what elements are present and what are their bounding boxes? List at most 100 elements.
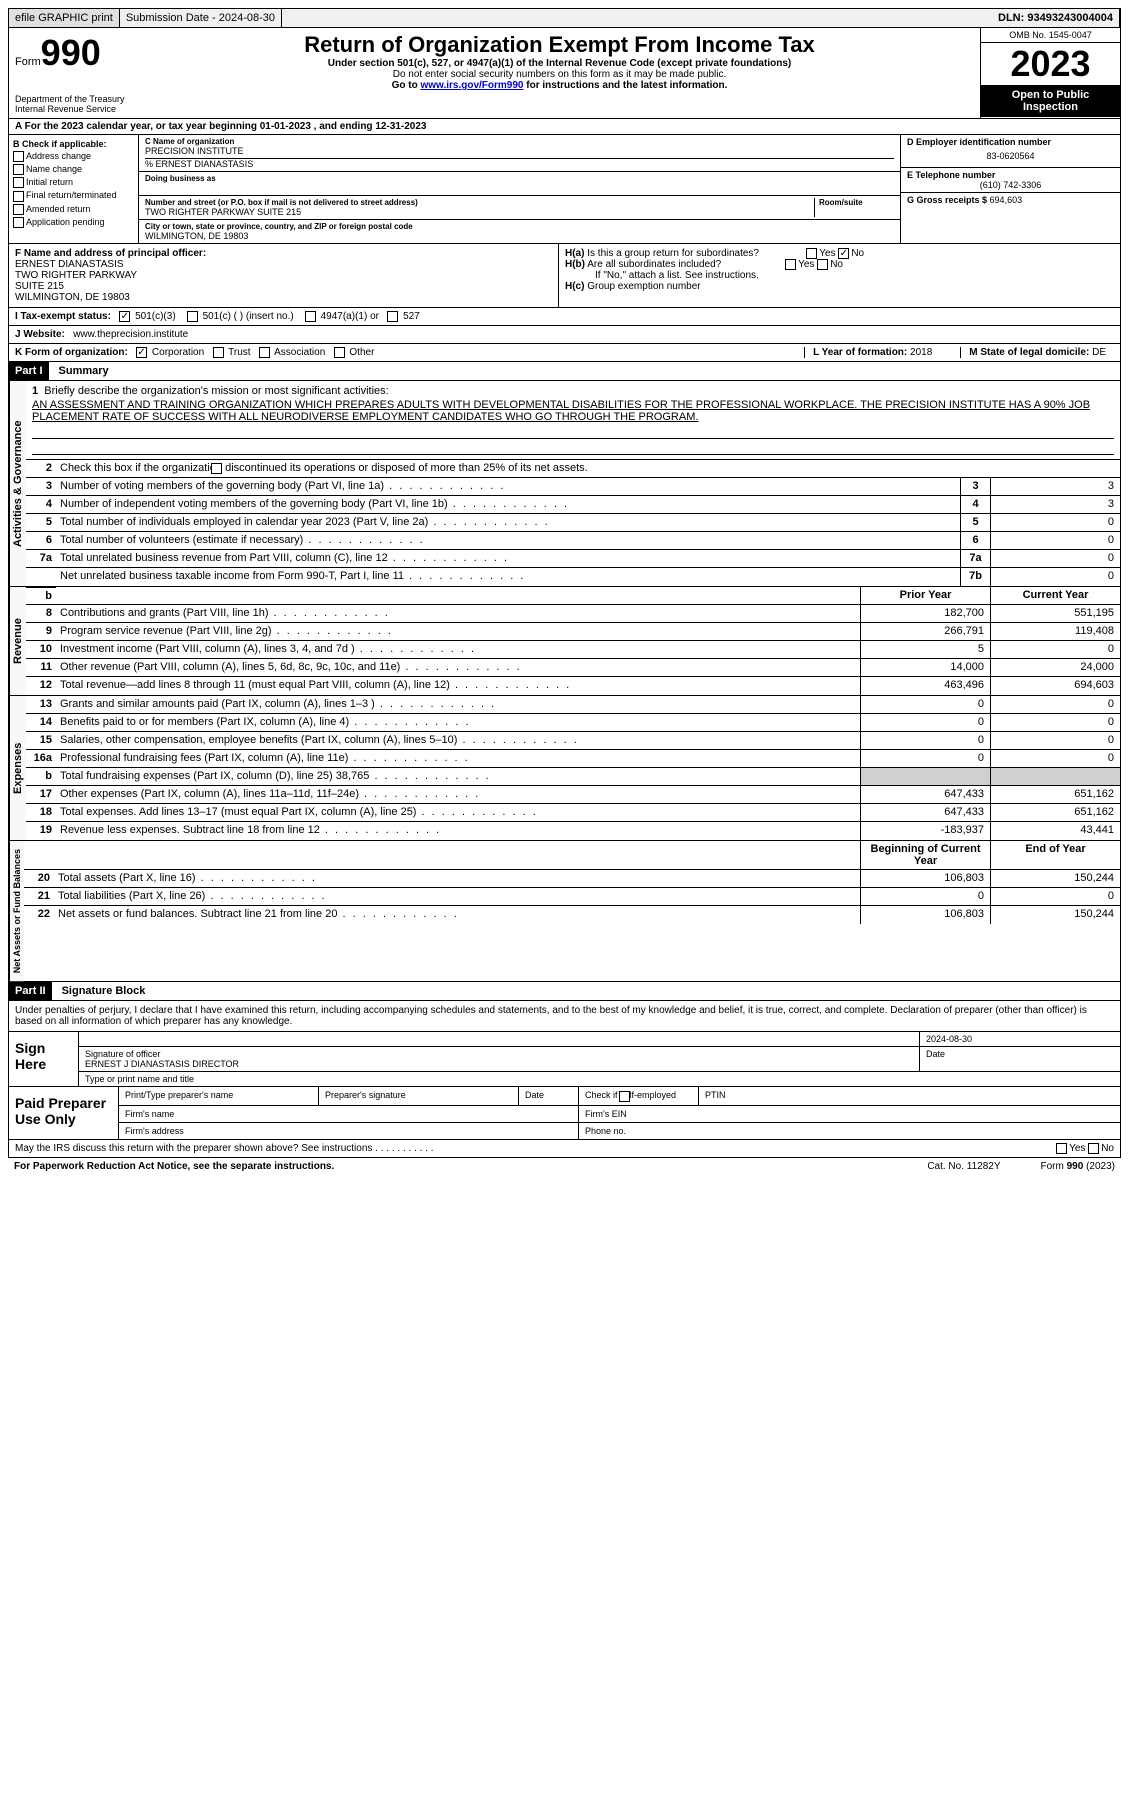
form-org-label: K Form of organization:: [15, 347, 128, 358]
discuss-no[interactable]: [1088, 1143, 1099, 1154]
cb-501c[interactable]: [187, 311, 198, 322]
prior-year-header: Prior Year: [860, 587, 990, 604]
hb-no[interactable]: [817, 259, 828, 270]
table-row: 5Total number of individuals employed in…: [26, 514, 1120, 532]
officer-city: WILMINGTON, DE 19803: [15, 292, 552, 303]
cb-assoc[interactable]: [259, 347, 270, 358]
date-label: Date: [920, 1047, 1120, 1071]
prep-sig-label: Preparer's signature: [319, 1087, 519, 1104]
revenue-label: Revenue: [9, 587, 26, 695]
table-row: 15Salaries, other compensation, employee…: [26, 732, 1120, 750]
cb-address-change[interactable]: Address change: [13, 151, 134, 162]
street-address: TWO RIGHTER PARKWAY SUITE 215: [145, 207, 814, 217]
cb-discontinued[interactable]: [211, 463, 222, 474]
discuss-row: May the IRS discuss this return with the…: [8, 1140, 1121, 1158]
cb-app-pending[interactable]: Application pending: [13, 217, 134, 228]
discuss-text: May the IRS discuss this return with the…: [15, 1143, 434, 1154]
cb-527[interactable]: [387, 311, 398, 322]
prep-check-label: Check if self-employed: [579, 1087, 699, 1104]
cb-other[interactable]: [334, 347, 345, 358]
expenses-label: Expenses: [9, 696, 26, 840]
governance-label: Activities & Governance: [9, 381, 26, 586]
table-row: 12Total revenue—add lines 8 through 11 (…: [26, 677, 1120, 695]
table-row: 6Total number of volunteers (estimate if…: [26, 532, 1120, 550]
section-k: K Form of organization: Corporation Trus…: [8, 344, 1121, 362]
current-year-header: Current Year: [990, 587, 1120, 604]
footer: For Paperwork Reduction Act Notice, see …: [8, 1158, 1121, 1175]
phone-label: E Telephone number: [907, 170, 1114, 180]
firm-addr-label: Firm's address: [119, 1123, 579, 1139]
governance-section: Activities & Governance 1 Briefly descri…: [8, 381, 1121, 587]
form-title: Return of Organization Exempt From Incom…: [143, 32, 976, 58]
cb-initial-return[interactable]: Initial return: [13, 177, 134, 188]
table-row: 10Investment income (Part VIII, column (…: [26, 641, 1120, 659]
table-row: 11Other revenue (Part VIII, column (A), …: [26, 659, 1120, 677]
form-header: Form990 Department of the TreasuryIntern…: [8, 28, 1121, 119]
form-ref: Form 990 (2023): [1041, 1161, 1115, 1172]
cb-501c3[interactable]: [119, 311, 130, 322]
section-j: J Website: www.theprecision.institute: [8, 326, 1121, 344]
table-row: 8Contributions and grants (Part VIII, li…: [26, 605, 1120, 623]
formation-year: 2018: [910, 347, 932, 358]
cb-corp[interactable]: [136, 347, 147, 358]
type-name-label: Type or print name and title: [79, 1072, 1120, 1086]
signature-block: Under penalties of perjury, I declare th…: [8, 1001, 1121, 1087]
section-b-header: B Check if applicable:: [13, 139, 134, 149]
ein-value: 83-0620564: [907, 147, 1114, 165]
goto-prefix: Go to: [392, 80, 421, 91]
dept-treasury: Department of the TreasuryInternal Reven…: [15, 94, 133, 114]
cb-final-return[interactable]: Final return/terminated: [13, 190, 134, 201]
officer-name: ERNEST DIANASTASIS: [15, 259, 552, 270]
hb-yes[interactable]: [785, 259, 796, 270]
org-name-label: C Name of organization: [145, 137, 894, 146]
ha-no[interactable]: [838, 248, 849, 259]
revenue-section: Revenue b Prior Year Current Year 8Contr…: [8, 587, 1121, 696]
room-label: Room/suite: [819, 198, 894, 207]
dba-label: Doing business as: [145, 174, 894, 183]
ha-yes[interactable]: [806, 248, 817, 259]
part2-header: Part II Signature Block: [8, 982, 1121, 1001]
form-number: 990: [41, 32, 101, 73]
ein-label: D Employer identification number: [907, 137, 1114, 147]
section-i: I Tax-exempt status: 501(c)(3) 501(c) ( …: [8, 308, 1121, 326]
netassets-label: Net Assets or Fund Balances: [9, 841, 24, 981]
form-prefix: Form: [15, 56, 41, 68]
firm-phone-label: Phone no.: [579, 1123, 1120, 1139]
table-row: 4Number of independent voting members of…: [26, 496, 1120, 514]
prep-date-label: Date: [519, 1087, 579, 1104]
city-value: WILMINGTON, DE 19803: [145, 231, 894, 241]
firm-name-label: Firm's name: [119, 1106, 579, 1122]
tax-year: 2023: [981, 43, 1120, 85]
gross-value: 694,603: [990, 195, 1023, 205]
paperwork-notice: For Paperwork Reduction Act Notice, see …: [14, 1161, 334, 1172]
discuss-yes[interactable]: [1056, 1143, 1067, 1154]
gross-label: G Gross receipts $: [907, 195, 990, 205]
entity-grid: B Check if applicable: Address change Na…: [8, 135, 1121, 244]
mission-label: Briefly describe the organization's miss…: [44, 385, 388, 397]
irs-link[interactable]: www.irs.gov/Form990: [420, 80, 523, 91]
firm-ein-label: Firm's EIN: [579, 1106, 1120, 1122]
eoy-header: End of Year: [990, 841, 1120, 869]
table-row: Net unrelated business taxable income fr…: [26, 568, 1120, 586]
cb-trust[interactable]: [213, 347, 224, 358]
efile-print-button[interactable]: efile GRAPHIC print: [9, 9, 120, 27]
cb-amended-return[interactable]: Amended return: [13, 204, 134, 215]
dba-value: [145, 183, 894, 193]
section-f-h: F Name and address of principal officer:…: [8, 244, 1121, 308]
part1-title: Summary: [49, 362, 119, 380]
part2-label: Part II: [9, 982, 52, 1000]
officer-addr1: TWO RIGHTER PARKWAY: [15, 270, 552, 281]
table-row: 19Revenue less expenses. Subtract line 1…: [26, 822, 1120, 840]
expenses-section: Expenses 13Grants and similar amounts pa…: [8, 696, 1121, 841]
tax-exempt-label: I Tax-exempt status:: [15, 311, 111, 322]
preparer-block: Paid Preparer Use Only Print/Type prepar…: [8, 1087, 1121, 1139]
form-subtitle: Under section 501(c), 527, or 4947(a)(1)…: [143, 58, 976, 69]
cb-self-employed[interactable]: [619, 1091, 630, 1102]
dln: DLN: 93493243004004: [992, 9, 1120, 27]
cb-4947[interactable]: [305, 311, 316, 322]
phone-value: (610) 742-3306: [907, 180, 1114, 190]
domicile-state: DE: [1092, 347, 1106, 358]
table-row: 21Total liabilities (Part X, line 26)00: [24, 888, 1120, 906]
part2-title: Signature Block: [52, 982, 156, 1000]
cb-name-change[interactable]: Name change: [13, 164, 134, 175]
